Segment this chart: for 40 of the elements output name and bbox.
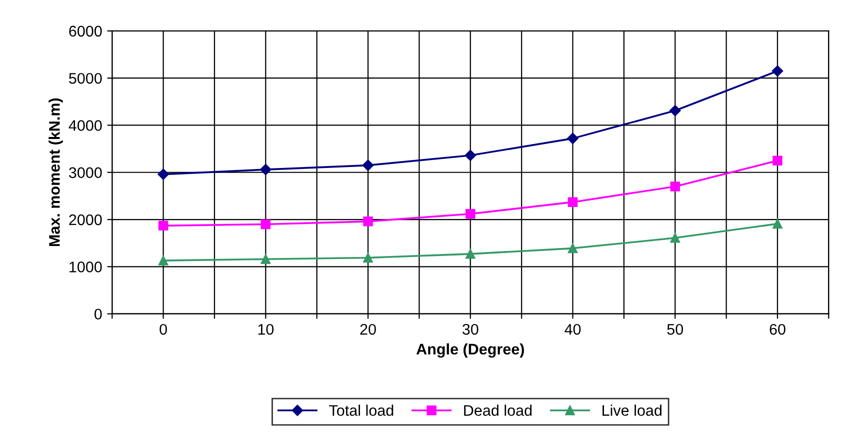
x-tick-label: 30 [462,324,478,335]
point [363,216,373,226]
y-tick-label: 3000 [68,167,102,178]
x-axis-title: Angle (Degree) [416,343,524,358]
legend-label: Total load [329,404,394,416]
point [158,256,168,266]
x-tick-label: 20 [360,324,376,335]
point [568,243,578,254]
y-tick-label: 1000 [70,262,102,272]
y-axis-title: Max. moment (kN.m) [48,98,63,246]
point [670,182,680,192]
x-tick-label: 0 [160,324,167,335]
x-tick-label: 10 [258,324,274,335]
point [568,197,578,207]
legend-label: Dead load [464,404,532,416]
legend-label: Live load [602,404,662,416]
point [260,254,271,264]
x-tick-label: 50 [667,324,684,335]
point [670,105,681,116]
point [260,219,271,230]
point [260,164,272,176]
x-tick-label: 40 [564,324,581,335]
point [466,249,476,259]
point [772,218,782,229]
point [772,65,784,77]
point [772,156,782,166]
y-tick-label: 2000 [69,214,102,226]
y-tick-label: 4000 [68,120,102,131]
point [567,132,578,144]
x-tick-label: 60 [770,324,786,335]
point [464,150,476,162]
point [158,168,169,180]
point [158,220,168,231]
point [670,233,680,243]
point [362,160,374,171]
point [466,209,476,219]
y-tick-label: 6000 [69,26,102,37]
y-tick-label: 5000 [69,72,102,84]
y-tick-label: 0 [94,308,102,320]
point [363,252,373,263]
